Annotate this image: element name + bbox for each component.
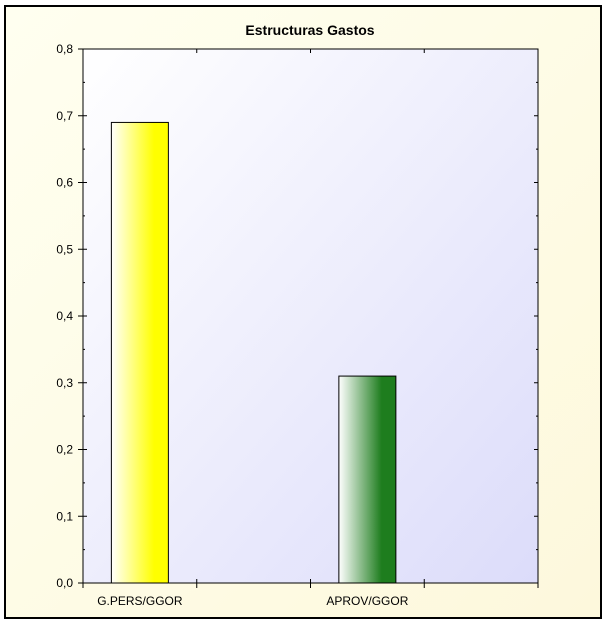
y-tick-label: 0,7 <box>56 109 73 123</box>
y-tick-label: 0,8 <box>56 42 73 56</box>
y-tick-label: 0,3 <box>56 376 73 390</box>
x-tick-label: G.PERS/GGOR <box>97 594 183 608</box>
bar-g-pers-ggor <box>110 121 169 584</box>
y-axis: 0,0 0,1 0,2 0,3 0,4 0,5 0,6 0,7 0,8 <box>56 42 538 590</box>
chart-title: Estructuras Gastos <box>245 22 374 38</box>
bar-aprov-ggor <box>338 375 397 584</box>
y-tick-label: 0,5 <box>56 242 73 256</box>
y-tick-label: 0,1 <box>56 509 73 523</box>
y-tick-label: 0,0 <box>56 576 73 590</box>
x-tick-label: APROV/GGOR <box>326 594 408 608</box>
bars <box>110 121 397 584</box>
y-tick-label: 0,4 <box>56 309 73 323</box>
x-axis: G.PERS/GGOR APROV/GGOR <box>82 49 539 608</box>
y-tick-label: 0,6 <box>56 176 73 190</box>
y-tick-label: 0,2 <box>56 443 73 457</box>
